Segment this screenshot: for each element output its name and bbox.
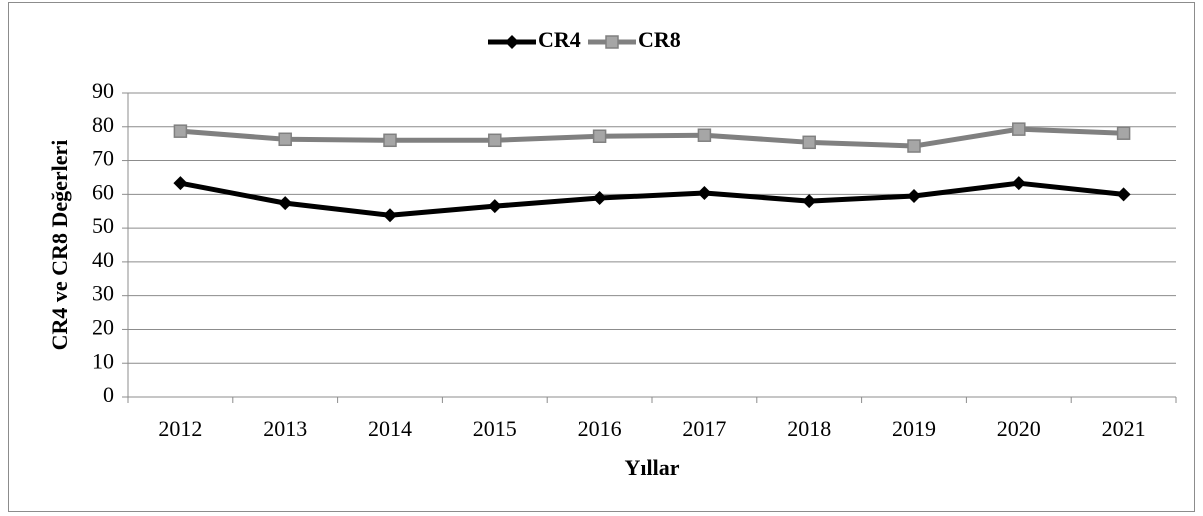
x-tick-label: 2015 — [473, 416, 517, 441]
y-axis-label: CR4 ve CR8 Değerleri — [47, 140, 72, 351]
point — [278, 132, 292, 147]
point — [802, 135, 816, 150]
y-tick-label: 0 — [103, 382, 114, 407]
point — [592, 191, 607, 206]
point — [907, 189, 921, 204]
series-line — [179, 180, 1124, 218]
point — [383, 208, 397, 223]
y-tick-label: 80 — [92, 112, 114, 137]
point — [1116, 187, 1131, 202]
x-tick-label: 2021 — [1102, 416, 1146, 441]
x-tick-label: 2016 — [578, 416, 622, 441]
x-axis-label: Yıllar — [625, 455, 680, 480]
x-tick-label: 2020 — [997, 416, 1041, 441]
point — [278, 196, 293, 211]
point — [802, 194, 817, 209]
y-tick-label: 10 — [92, 348, 114, 373]
point — [173, 124, 188, 138]
y-tick-label: 70 — [92, 146, 114, 171]
x-tick-label: 2014 — [368, 416, 412, 441]
point — [383, 133, 397, 148]
point — [697, 128, 712, 142]
x-tick-label: 2013 — [263, 416, 307, 441]
point — [173, 176, 188, 191]
point — [907, 139, 921, 153]
legend-label: CR8 — [638, 27, 681, 52]
y-tick-label: 20 — [92, 314, 114, 339]
chart-border — [8, 2, 1195, 512]
x-tick-label: 2017 — [682, 416, 726, 441]
x-tick-label: 2019 — [892, 416, 936, 441]
legend-label: CR4 — [538, 27, 581, 52]
y-tick-label: 30 — [92, 281, 114, 306]
point — [1011, 176, 1026, 191]
series-line — [180, 126, 1124, 149]
y-tick-label: 90 — [92, 78, 114, 103]
y-tick-label: 60 — [92, 179, 114, 204]
point — [505, 35, 519, 49]
point — [487, 199, 502, 214]
point — [697, 185, 712, 200]
x-tick-label: 2012 — [158, 416, 202, 441]
y-tick-label: 50 — [92, 213, 114, 238]
y-tick-label: 40 — [92, 247, 114, 272]
point — [605, 35, 619, 49]
x-tick-label: 2018 — [787, 416, 831, 441]
point — [592, 129, 607, 143]
point — [1012, 122, 1026, 136]
point — [1116, 126, 1131, 140]
point — [488, 133, 502, 148]
